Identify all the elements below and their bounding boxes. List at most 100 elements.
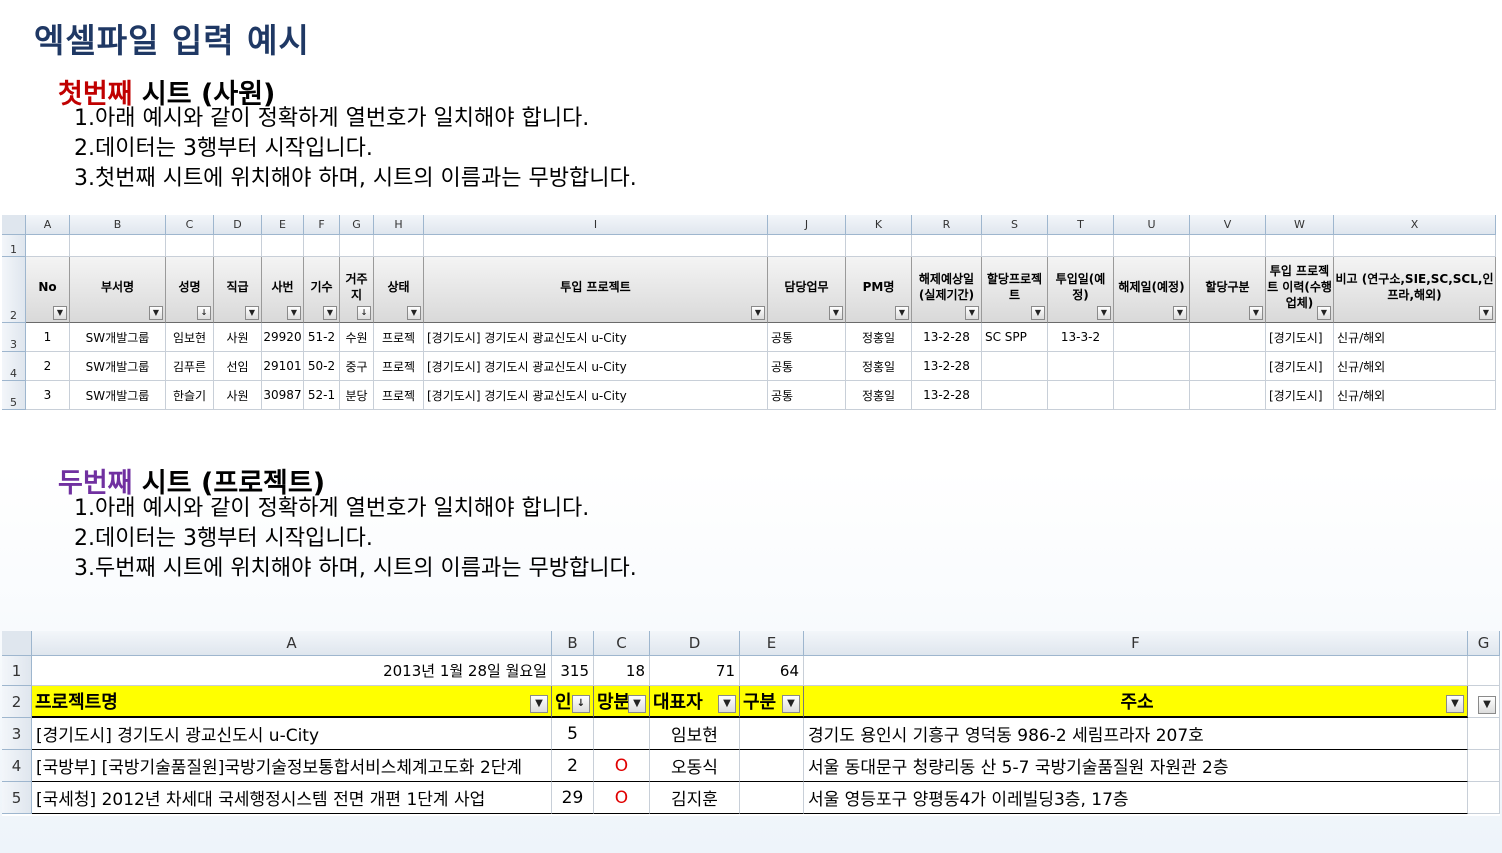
select-all-corner[interactable]	[2, 631, 32, 656]
table-cell[interactable]	[1468, 782, 1500, 814]
column-header-B[interactable]: B	[552, 631, 594, 656]
table-cell[interactable]: 중구	[340, 352, 374, 381]
total-cell[interactable]: 315	[552, 656, 594, 686]
filter-dropdown-button[interactable]: ▼	[751, 306, 765, 320]
column-title[interactable]: 부서명 ▼	[70, 257, 166, 323]
column-header-B[interactable]: B	[70, 215, 166, 235]
empty-cell[interactable]	[424, 235, 768, 257]
table-cell[interactable]: [국방부] [국방기술품질원]국방기술정보통합서비스체계고도화 2단계	[32, 750, 552, 782]
table-cell[interactable]: 정홍일	[846, 381, 912, 410]
table-cell[interactable]: [경기도시] 경기도시 광교신도시 u-City	[424, 381, 768, 410]
column-title[interactable]: 직급 ▼	[214, 257, 262, 323]
table-cell[interactable]: 프로젝	[374, 381, 424, 410]
row-header-5[interactable]: 5	[2, 782, 32, 814]
table-cell[interactable]: [경기도시]	[1266, 352, 1334, 381]
table-cell[interactable]: 2	[26, 352, 70, 381]
table-cell[interactable]	[1048, 352, 1114, 381]
empty-cell[interactable]	[982, 235, 1048, 257]
table-cell[interactable]	[1190, 381, 1266, 410]
table-cell[interactable]: 사원	[214, 323, 262, 352]
column-header-F[interactable]: F	[304, 215, 340, 235]
filter-dropdown-button[interactable]: ▼	[1031, 306, 1045, 320]
total-cell[interactable]: 18	[594, 656, 650, 686]
row-header-1[interactable]: 1	[2, 235, 26, 257]
empty-cell[interactable]	[912, 235, 982, 257]
empty-cell[interactable]	[304, 235, 340, 257]
table-cell[interactable]: 29920	[262, 323, 304, 352]
filter-dropdown-button[interactable]: ▼	[1097, 306, 1111, 320]
column-header-U[interactable]: U	[1114, 215, 1190, 235]
table-cell[interactable]: 오동식	[650, 750, 740, 782]
filter-dropdown-button[interactable]: ▼	[1446, 695, 1464, 713]
column-title[interactable]: 사번 ▼	[262, 257, 304, 323]
column-title[interactable]: 거주지 ↓	[340, 257, 374, 323]
table-cell[interactable]	[1190, 323, 1266, 352]
column-title[interactable]: 해제예상일(실제기간) ▼	[912, 257, 982, 323]
table-cell[interactable]	[1468, 750, 1500, 782]
column-title[interactable]: 망분 ▼	[594, 686, 650, 718]
column-header-V[interactable]: V	[1190, 215, 1266, 235]
column-header-F[interactable]: F	[804, 631, 1468, 656]
table-cell[interactable]: 51-2	[304, 323, 340, 352]
column-title[interactable]: No ▼	[26, 257, 70, 323]
table-cell[interactable]: 3	[26, 381, 70, 410]
filter-dropdown-button[interactable]: ↓	[572, 695, 590, 713]
row-header-5[interactable]: 5	[2, 381, 26, 410]
column-title[interactable]: 상태 ▼	[374, 257, 424, 323]
column-title[interactable]: 할당구분 ▼	[1190, 257, 1266, 323]
table-cell[interactable]	[1190, 352, 1266, 381]
filter-dropdown-button[interactable]: ▼	[965, 306, 979, 320]
filter-dropdown-button[interactable]: ▼	[53, 306, 67, 320]
column-header-I[interactable]: I	[424, 215, 768, 235]
filter-dropdown-button[interactable]: ▼	[407, 306, 421, 320]
table-cell[interactable]: 1	[26, 323, 70, 352]
table-cell[interactable]: 서울 영등포구 양평동4가 이레빌딩3층, 17층	[804, 782, 1468, 814]
filter-dropdown-button[interactable]: ▼	[1173, 306, 1187, 320]
table-cell[interactable]: 13-3-2	[1048, 323, 1114, 352]
table-cell[interactable]: SW개발그룹	[70, 381, 166, 410]
table-cell[interactable]: 신규/해외	[1334, 352, 1496, 381]
empty-cell[interactable]	[214, 235, 262, 257]
table-cell[interactable]: 30987	[262, 381, 304, 410]
column-header-G[interactable]: G	[1468, 631, 1500, 656]
table-cell[interactable]	[1468, 718, 1500, 750]
table-cell[interactable]: 임보현	[650, 718, 740, 750]
column-title[interactable]: 투입 프로젝트 ▼	[424, 257, 768, 323]
column-title[interactable]: 대표자 ▼	[650, 686, 740, 718]
table-cell[interactable]: 50-2	[304, 352, 340, 381]
table-cell[interactable]: [경기도시]	[1266, 323, 1334, 352]
empty-cell[interactable]	[26, 235, 70, 257]
select-all-corner[interactable]	[2, 215, 26, 235]
empty-cell[interactable]	[768, 235, 846, 257]
column-header-G[interactable]: G	[340, 215, 374, 235]
empty-cell[interactable]	[70, 235, 166, 257]
column-header-E[interactable]: E	[262, 215, 304, 235]
table-cell[interactable]	[740, 718, 804, 750]
column-header-A[interactable]: A	[32, 631, 552, 656]
column-title[interactable]: 담당업무 ▼	[768, 257, 846, 323]
table-cell[interactable]	[740, 782, 804, 814]
filter-dropdown-button[interactable]: ▼	[782, 695, 800, 713]
table-cell[interactable]	[982, 352, 1048, 381]
total-cell[interactable]	[1468, 656, 1500, 686]
filter-dropdown-button[interactable]: ▼	[530, 695, 548, 713]
empty-cell[interactable]	[374, 235, 424, 257]
empty-cell[interactable]	[1048, 235, 1114, 257]
table-cell[interactable]: 13-2-28	[912, 352, 982, 381]
table-cell[interactable]: 정홍일	[846, 352, 912, 381]
table-cell[interactable]	[1048, 381, 1114, 410]
table-cell[interactable]: [경기도시] 경기도시 광교신도시 u-City	[424, 352, 768, 381]
filter-dropdown-button[interactable]: ▼	[287, 306, 301, 320]
column-title[interactable]: 구분 ▼	[740, 686, 804, 718]
filter-dropdown-button[interactable]: ▼	[718, 695, 736, 713]
table-cell[interactable]: 임보현	[166, 323, 214, 352]
table-cell[interactable]: 2	[552, 750, 594, 782]
column-header-C[interactable]: C	[594, 631, 650, 656]
table-cell[interactable]: 신규/해외	[1334, 381, 1496, 410]
table-cell[interactable]: 김푸른	[166, 352, 214, 381]
empty-cell[interactable]	[1266, 235, 1334, 257]
column-header-K[interactable]: K	[846, 215, 912, 235]
row-header-3[interactable]: 3	[2, 718, 32, 750]
table-cell[interactable]: 52-1	[304, 381, 340, 410]
table-cell[interactable]: [경기도시] 경기도시 광교신도시 u-City	[424, 323, 768, 352]
